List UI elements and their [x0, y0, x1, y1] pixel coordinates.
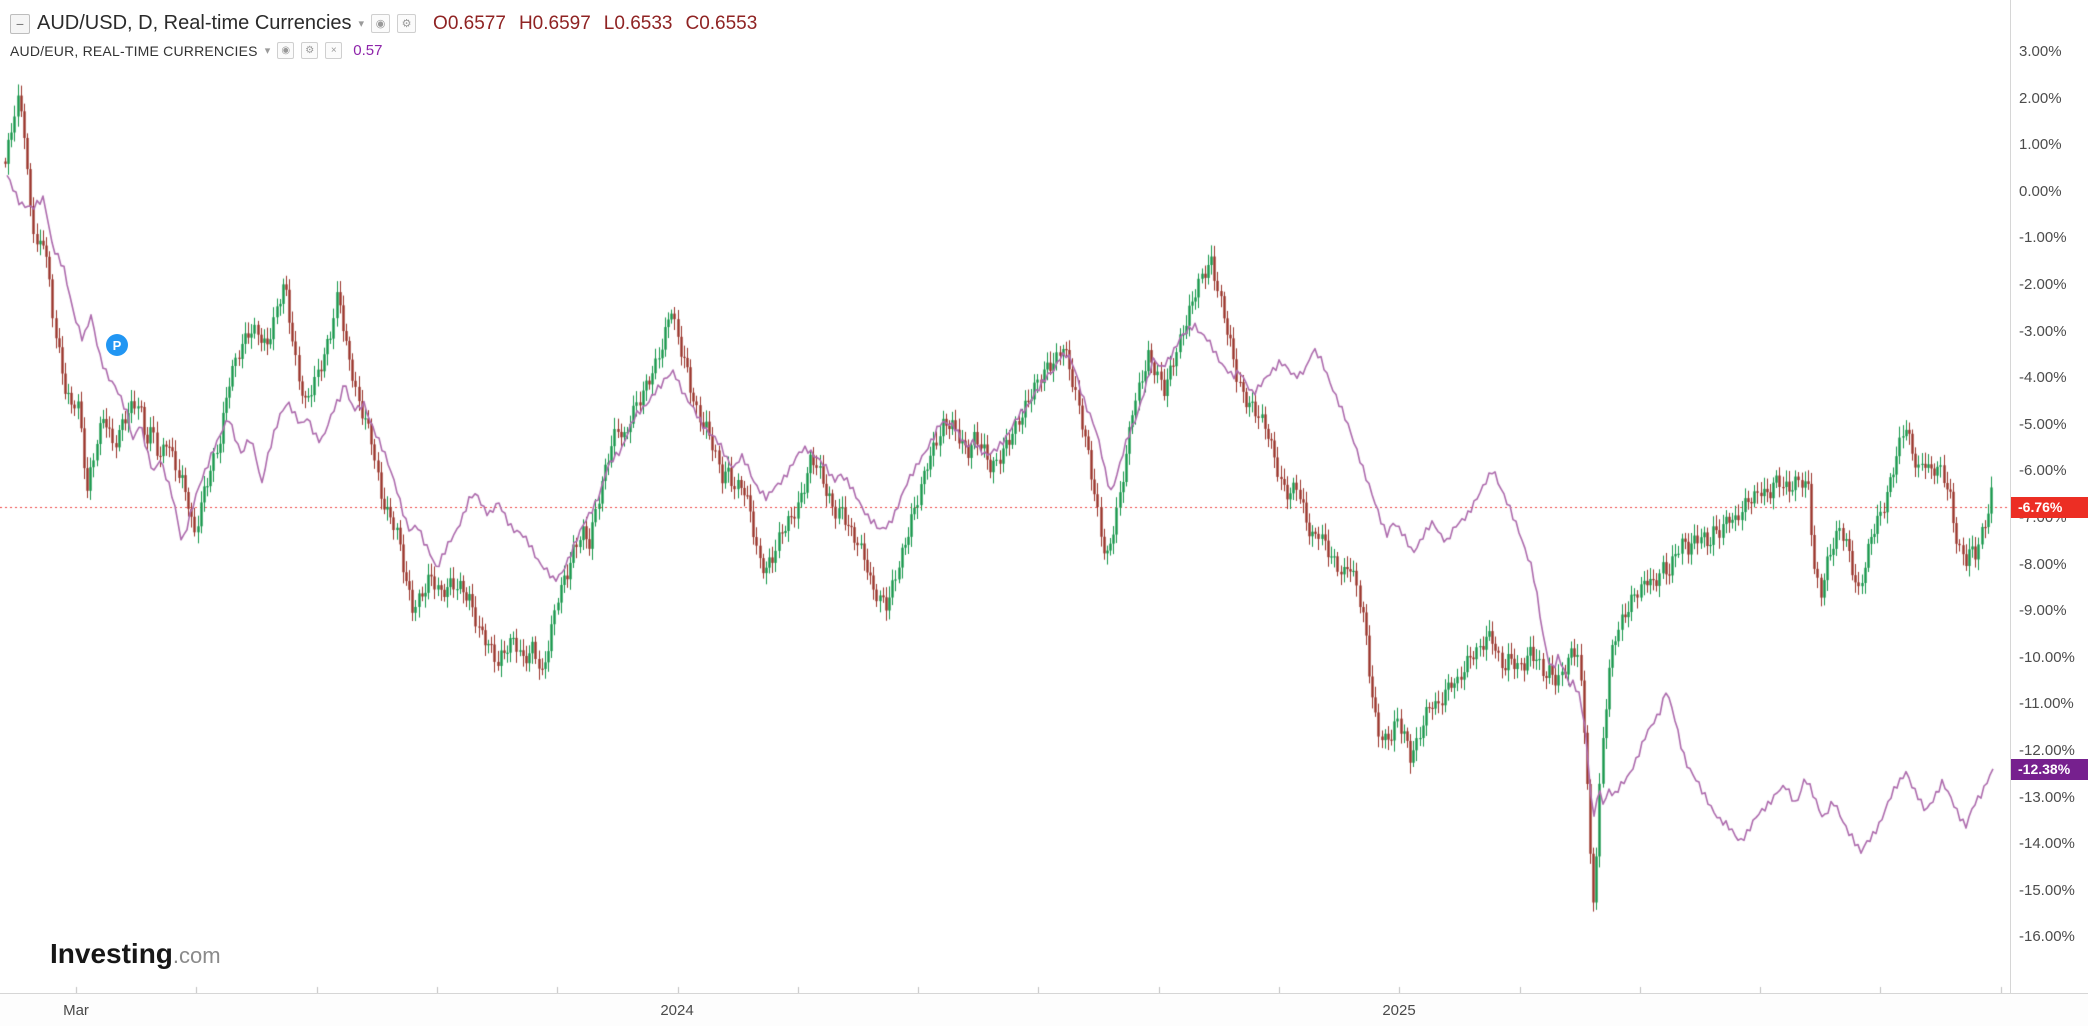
chevron-down-icon[interactable]: ▾: [264, 45, 271, 57]
y-tick-label: -15.00%: [2019, 881, 2075, 899]
main-symbol-row: − AUD/USD, D, Real-time Currencies ▾ ◉ ⚙…: [10, 12, 757, 35]
low-value: L0.6533: [603, 12, 673, 34]
x-tick-label: 2024: [660, 1002, 694, 1019]
x-tick-label: 2025: [1382, 1002, 1416, 1019]
symbol-title[interactable]: AUD/USD, D, Real-time Currencies: [37, 12, 352, 34]
overlay-symbol-row: AUD/EUR, REAL-TIME CURRENCIES ▾ ◉ ⚙ × 0.…: [10, 42, 757, 59]
overlay-settings-button[interactable]: ⚙: [301, 42, 319, 59]
settings-button[interactable]: ⚙: [397, 14, 417, 33]
y-tick-label: -9.00%: [2019, 602, 2067, 620]
chevron-down-icon[interactable]: ▾: [358, 18, 365, 30]
overlay-remove-button[interactable]: ×: [325, 42, 343, 59]
price-scale[interactable]: 3.00% 2.00% 1.00% 0.00% -1.00% -2.00% -3.00% -4…: [2010, 0, 2088, 993]
logo-tld-text: .com: [172, 943, 221, 968]
price-chart-canvas[interactable]: [0, 0, 2010, 993]
y-tick-label: -16.00%: [2019, 928, 2075, 946]
close-icon: ×: [330, 45, 337, 56]
overlay-symbol-title[interactable]: AUD/EUR, REAL-TIME CURRENCIES: [10, 42, 258, 59]
collapse-legend-button[interactable]: −: [10, 13, 30, 34]
gear-icon: ⚙: [401, 18, 412, 30]
y-tick-label: 3.00%: [2019, 43, 2062, 60]
y-tick-label: -2.00%: [2019, 276, 2067, 293]
audeur-price-badge: -12.38%: [2011, 758, 2088, 780]
y-tick-label: -8.00%: [2019, 555, 2067, 573]
y-tick-label: 1.00%: [2019, 136, 2062, 154]
x-tick-label: Mar: [63, 1002, 89, 1019]
y-tick-label: -3.00%: [2019, 322, 2067, 340]
investing-logo: Investing.com: [50, 938, 221, 970]
high-value: H0.6597: [518, 12, 591, 34]
y-tick-label: -10.00%: [2019, 648, 2075, 666]
y-tick-label: -14.00%: [2019, 835, 2075, 853]
event-marker-p[interactable]: P: [106, 334, 128, 356]
y-tick-label: -1.00%: [2019, 229, 2067, 247]
y-tick-label: 0.00%: [2019, 182, 2062, 200]
y-tick-label: -6.00%: [2019, 462, 2067, 480]
eye-icon: ◉: [281, 45, 291, 56]
y-tick-label: -12.00%: [2019, 742, 2075, 759]
visibility-toggle-button[interactable]: ◉: [371, 14, 391, 33]
y-tick-label: -11.00%: [2019, 695, 2074, 713]
overlay-visibility-toggle-button[interactable]: ◉: [277, 42, 295, 59]
y-tick-label: -5.00%: [2019, 415, 2067, 433]
y-tick-label: -13.00%: [2019, 788, 2075, 806]
logo-brand-text: Investing: [50, 938, 173, 969]
close-value: C0.6553: [685, 12, 758, 34]
ohlc-readout: O0.6577 H0.6597 L0.6533 C0.6553: [433, 13, 757, 35]
eye-icon: ◉: [375, 18, 386, 30]
y-tick-label: -4.00%: [2019, 369, 2067, 387]
gear-icon: ⚙: [305, 45, 315, 56]
chart-header: − AUD/USD, D, Real-time Currencies ▾ ◉ ⚙…: [10, 12, 757, 59]
y-tick-label: 2.00%: [2019, 89, 2062, 107]
open-value: O0.6577: [433, 12, 506, 34]
overlay-last-value: 0.57: [353, 42, 383, 59]
time-scale[interactable]: Mar 2024 2025: [0, 993, 2088, 1026]
audusd-price-badge: -6.76%: [2011, 496, 2088, 518]
